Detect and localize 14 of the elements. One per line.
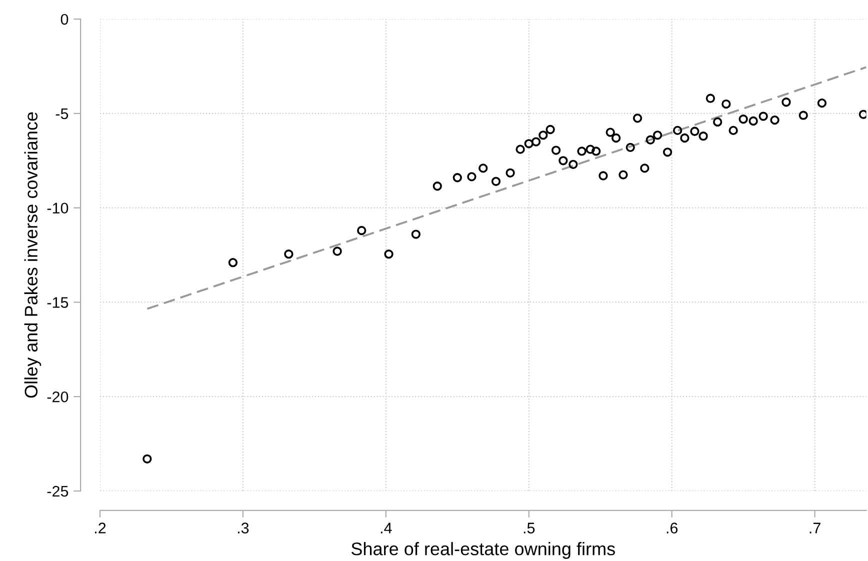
y-tick-label: -10: [47, 202, 68, 214]
x-axis-title: Share of real-estate owning firms: [351, 542, 615, 559]
x-tick-label: .6: [666, 522, 678, 534]
y-tick-label: -25: [47, 486, 68, 497]
y-axis-title: Olley and Pakes inverse covariance: [24, 112, 42, 398]
y-tick-label: -15: [47, 297, 68, 308]
x-tick-label: .3: [238, 522, 249, 534]
y-tick-label: -20: [47, 391, 68, 402]
x-tick-label: .7: [810, 522, 820, 534]
x-tick-label: .2: [95, 522, 106, 534]
y-tick-label: 0: [60, 14, 68, 25]
x-tick-label: .4: [380, 522, 392, 534]
x-tick-label: .5: [524, 522, 535, 534]
y-tick-label: -5: [56, 108, 68, 120]
